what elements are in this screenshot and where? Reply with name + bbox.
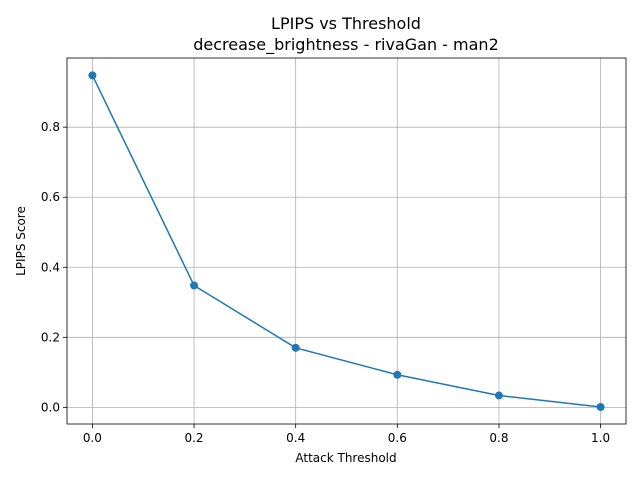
ticks-layer: 0.0 0.2 0.4 0.6 0.8 1.0 0.0 0.2 0.4 0.6 0.8	[41, 120, 610, 445]
x-tick-label: 0.2	[184, 431, 203, 445]
plot-frame	[66, 57, 627, 425]
x-tick-label: 0.0	[83, 431, 102, 445]
y-tick-label: 0.4	[41, 260, 60, 274]
data-point	[190, 281, 199, 290]
y-axis-label: LPIPS Score	[14, 206, 28, 276]
data-point	[88, 71, 97, 80]
data-point	[291, 343, 300, 352]
y-tick-label: 0.2	[41, 330, 60, 344]
x-tick-label: 0.6	[388, 431, 407, 445]
y-tick-label: 0.0	[41, 400, 60, 414]
data-point	[596, 403, 605, 412]
grid-layer	[67, 58, 626, 424]
series-line	[91, 75, 601, 408]
x-tick-label: 0.8	[489, 431, 508, 445]
y-tick-label: 0.6	[41, 190, 60, 204]
x-tick-label: 0.4	[286, 431, 305, 445]
y-tick-label: 0.8	[41, 120, 60, 134]
x-axis-label: Attack Threshold	[295, 451, 396, 465]
chart-subtitle: decrease_brightness - rivaGan - man2	[193, 35, 499, 55]
series-layer	[88, 71, 605, 412]
data-point	[494, 391, 503, 400]
x-tick-label: 1.0	[591, 431, 610, 445]
data-point	[393, 370, 402, 379]
chart-title: LPIPS vs Threshold	[271, 14, 421, 33]
